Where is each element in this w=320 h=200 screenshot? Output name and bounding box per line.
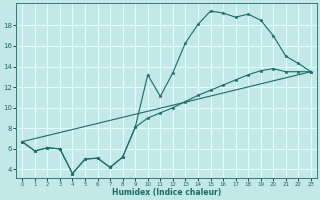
X-axis label: Humidex (Indice chaleur): Humidex (Indice chaleur) [112, 188, 221, 197]
